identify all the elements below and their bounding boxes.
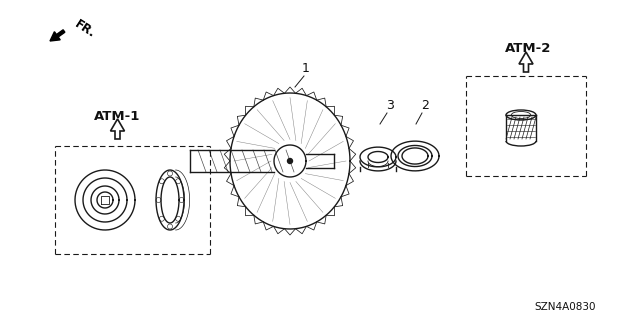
Polygon shape	[519, 52, 533, 72]
Polygon shape	[111, 119, 125, 139]
Text: ATM-2: ATM-2	[505, 41, 551, 55]
Circle shape	[287, 159, 292, 164]
Text: 1: 1	[302, 62, 310, 75]
Text: ATM-1: ATM-1	[94, 109, 141, 122]
FancyArrow shape	[50, 30, 65, 41]
Text: SZN4A0830: SZN4A0830	[534, 302, 596, 312]
Text: FR.: FR.	[72, 18, 97, 41]
Text: 2: 2	[421, 99, 429, 112]
Text: 3: 3	[386, 99, 394, 112]
